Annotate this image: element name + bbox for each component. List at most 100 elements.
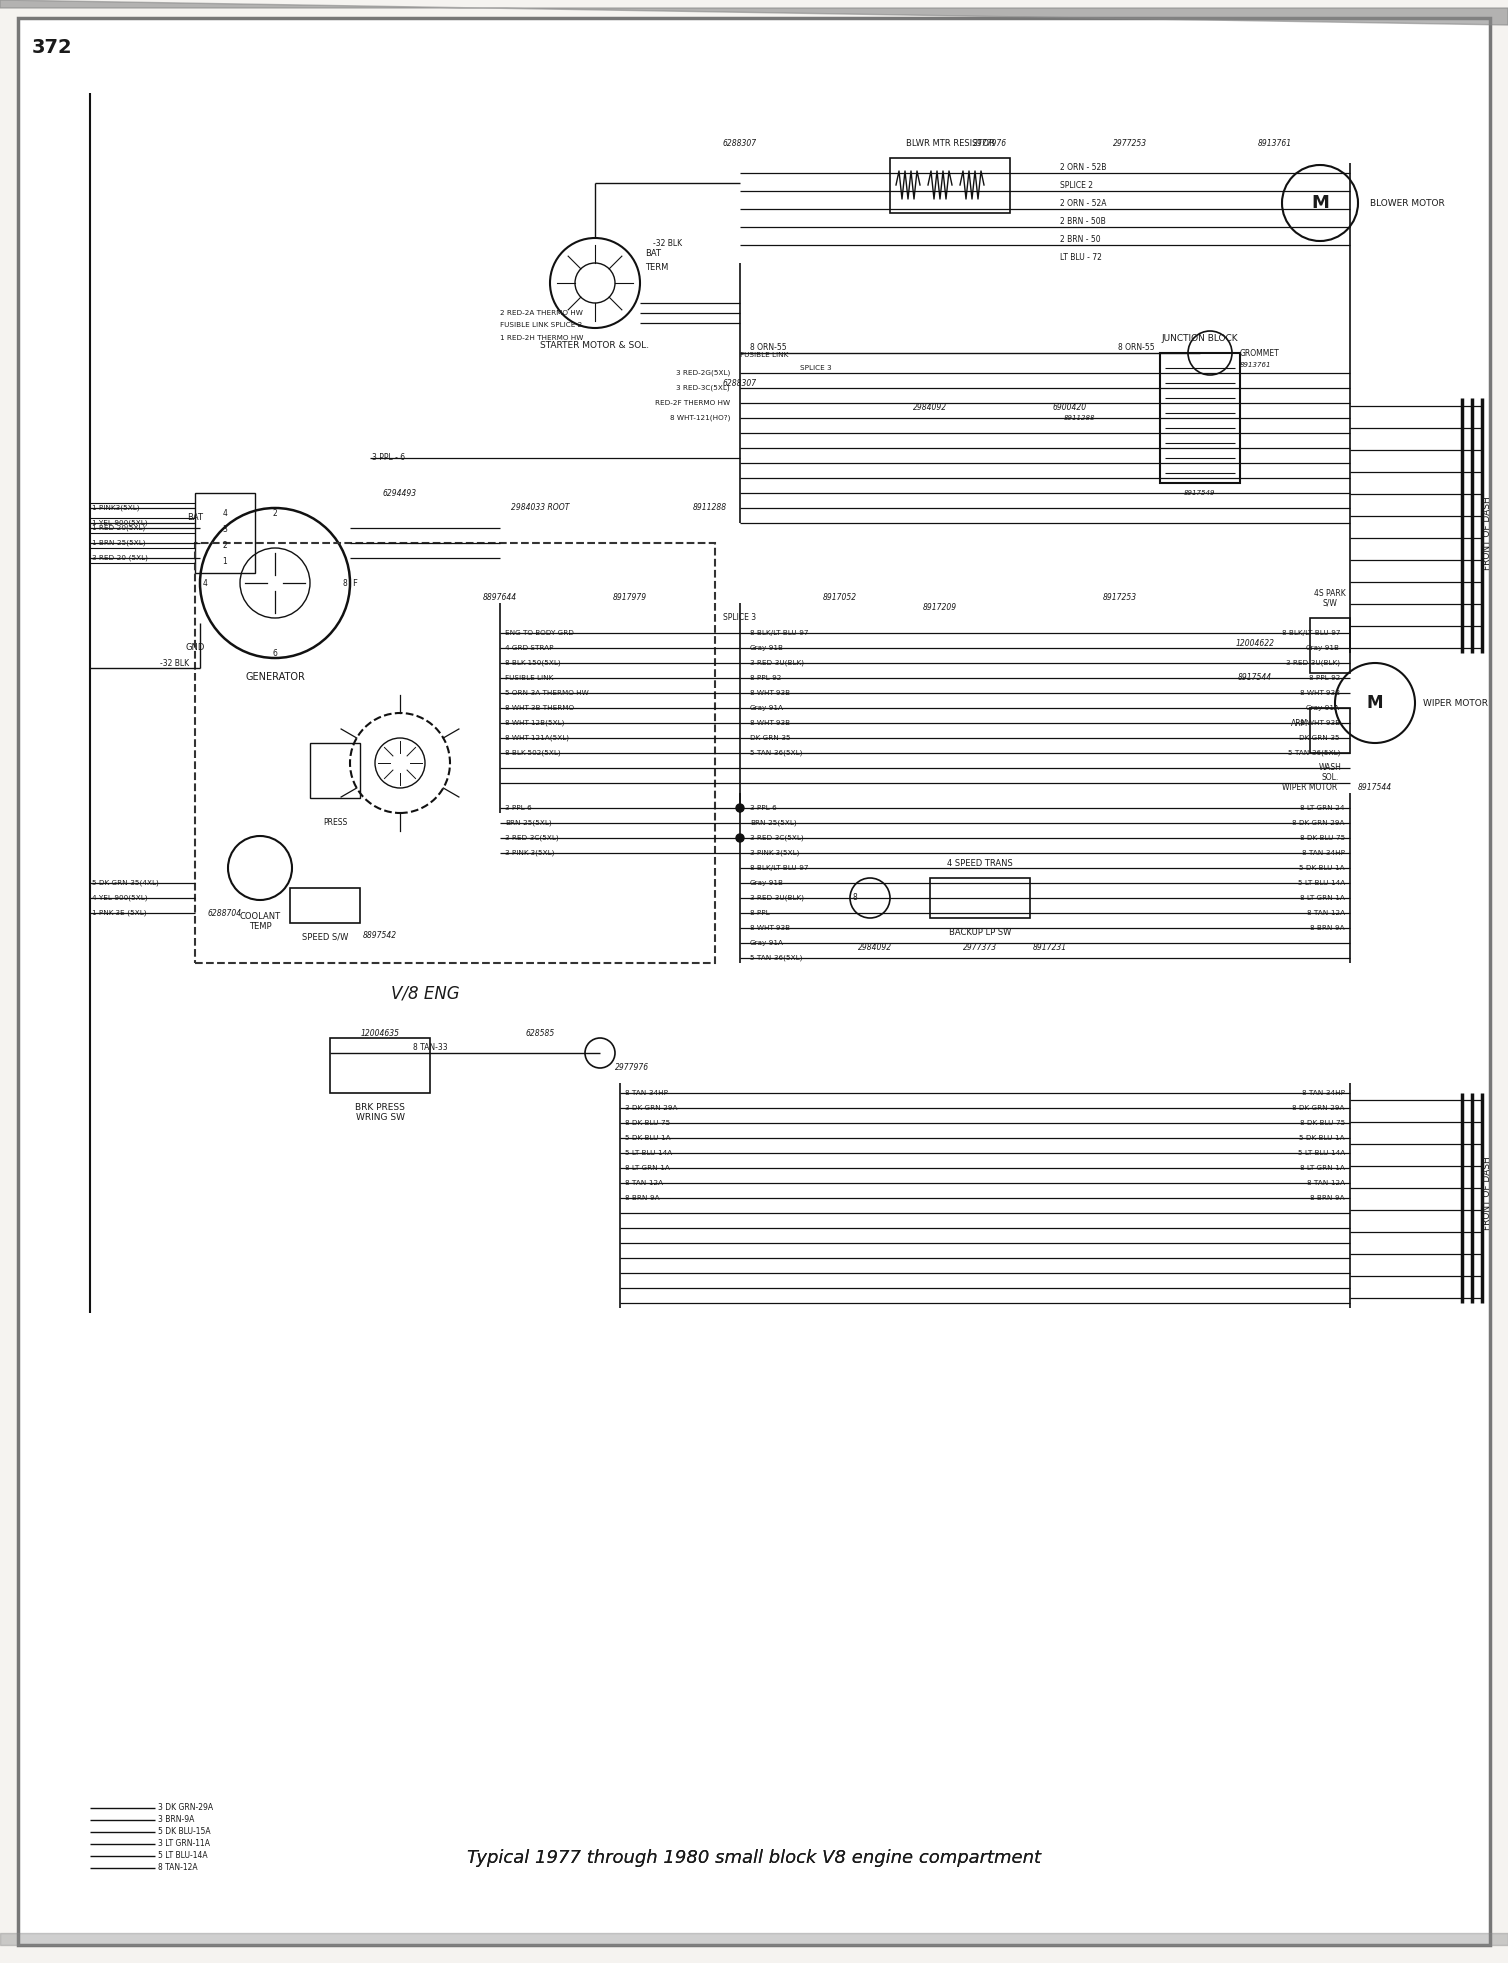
Text: 8 BLK-150(5XL): 8 BLK-150(5XL) <box>505 660 561 665</box>
Text: 3: 3 <box>223 524 228 534</box>
Text: 8 WHT-3B THERMO: 8 WHT-3B THERMO <box>505 705 575 711</box>
Text: BACKUP LP SW: BACKUP LP SW <box>949 928 1012 936</box>
Text: 8 DK GRN-29A: 8 DK GRN-29A <box>1292 1105 1345 1111</box>
Text: 6294493: 6294493 <box>383 489 418 497</box>
Text: 8911288: 8911288 <box>1065 414 1096 420</box>
Text: 8 BLK/LT BLU-97: 8 BLK/LT BLU-97 <box>749 630 808 636</box>
Text: 8 ORN-55: 8 ORN-55 <box>1119 344 1155 353</box>
Text: 2 RED-2A THERMO HW: 2 RED-2A THERMO HW <box>501 310 584 316</box>
Text: 8 TAN-12A: 8 TAN-12A <box>624 1180 664 1186</box>
Text: 5 DK GRN-35(4XL): 5 DK GRN-35(4XL) <box>92 879 158 885</box>
Text: SPLICE 3: SPLICE 3 <box>801 365 831 371</box>
Text: 8917979: 8917979 <box>612 593 647 603</box>
Text: 3 BRN-9A: 3 BRN-9A <box>158 1816 195 1824</box>
Text: 5 LT BLU-14A: 5 LT BLU-14A <box>1298 1150 1345 1156</box>
Text: 2977976: 2977976 <box>973 139 1007 147</box>
Circle shape <box>736 805 743 813</box>
Text: 8 BRN-9A: 8 BRN-9A <box>1310 925 1345 930</box>
Text: 8 WHT-93B: 8 WHT-93B <box>1300 720 1341 726</box>
Text: 3 DK GRN-29A: 3 DK GRN-29A <box>624 1105 677 1111</box>
Text: 372: 372 <box>32 37 72 57</box>
Text: 5 LT BLU-14A: 5 LT BLU-14A <box>158 1851 208 1861</box>
Text: 8: 8 <box>852 893 858 903</box>
Text: 1 YEL-900(5XL): 1 YEL-900(5XL) <box>92 520 148 526</box>
Bar <box>1310 709 1350 754</box>
Text: M: M <box>1366 695 1383 713</box>
Text: 8 LT GRN-1A: 8 LT GRN-1A <box>1300 895 1345 901</box>
Text: 2977253: 2977253 <box>1113 139 1148 147</box>
Text: 2977976: 2977976 <box>615 1064 648 1072</box>
Text: 3 PINK-3(5XL): 3 PINK-3(5XL) <box>505 850 555 856</box>
Text: 6288704: 6288704 <box>208 909 243 917</box>
Text: WIPER MOTOR: WIPER MOTOR <box>1424 699 1488 707</box>
Text: M: M <box>1310 194 1329 212</box>
Text: WASH
SOL.: WASH SOL. <box>1318 764 1342 783</box>
Text: 1 BRN-25(5XL): 1 BRN-25(5XL) <box>92 540 145 546</box>
Text: 5 LT BLU-14A: 5 LT BLU-14A <box>624 1150 673 1156</box>
Text: 3 RED-3U(BLK): 3 RED-3U(BLK) <box>1286 660 1341 665</box>
Text: Gray-91B: Gray-91B <box>749 646 784 652</box>
Text: 3 LT GRN-11A: 3 LT GRN-11A <box>158 1839 210 1849</box>
Text: Gray-91A: Gray-91A <box>749 940 784 946</box>
Text: 8 LT GRN-1A: 8 LT GRN-1A <box>624 1164 670 1172</box>
Text: 2 ORN - 52A: 2 ORN - 52A <box>1060 200 1107 208</box>
Text: GROMMET: GROMMET <box>1240 349 1280 357</box>
Text: 8917209: 8917209 <box>923 603 958 612</box>
Text: 3 PPL-6: 3 PPL-6 <box>505 805 532 811</box>
Text: 3 PPL - 6: 3 PPL - 6 <box>372 453 406 463</box>
Text: Gray-91B: Gray-91B <box>1306 646 1341 652</box>
Text: 4: 4 <box>202 579 208 587</box>
Text: ARM: ARM <box>1291 718 1309 728</box>
Text: BRN-25(5XL): BRN-25(5XL) <box>505 821 552 826</box>
Text: 3 RED-3U(BLK): 3 RED-3U(BLK) <box>749 895 804 901</box>
Text: BAT: BAT <box>645 249 661 257</box>
Text: 6: 6 <box>273 648 277 658</box>
Text: WIPER MOTOR: WIPER MOTOR <box>1282 783 1338 793</box>
Text: RED-2F THERMO HW: RED-2F THERMO HW <box>654 400 730 406</box>
Text: 8 BRN-9A: 8 BRN-9A <box>1310 1195 1345 1201</box>
Text: 8 DK BLU-75: 8 DK BLU-75 <box>1300 1121 1345 1127</box>
Text: 4: 4 <box>223 508 228 518</box>
Text: DK GRN-35: DK GRN-35 <box>749 734 790 740</box>
Bar <box>890 157 1010 214</box>
Text: 5 DK BLU-1A: 5 DK BLU-1A <box>624 1135 671 1141</box>
Text: 8 BLK/LT BLU-97: 8 BLK/LT BLU-97 <box>1282 630 1341 636</box>
Text: FUSIBLE LINK: FUSIBLE LINK <box>505 675 553 681</box>
Text: 8897644: 8897644 <box>483 593 517 603</box>
Text: 3 DK GRN-29A: 3 DK GRN-29A <box>158 1804 213 1812</box>
Text: 8 WHT-93B: 8 WHT-93B <box>749 925 790 930</box>
Text: FRONT OF DASH: FRONT OF DASH <box>1482 1156 1491 1231</box>
Text: 6900420: 6900420 <box>1053 404 1087 412</box>
Text: 8 WHT-12B(5XL): 8 WHT-12B(5XL) <box>505 720 564 726</box>
Text: 2984033 ROOT: 2984033 ROOT <box>511 503 569 512</box>
Text: 5 LT BLU-14A: 5 LT BLU-14A <box>1298 879 1345 885</box>
Text: 5 ORN-3A THERMO HW: 5 ORN-3A THERMO HW <box>505 691 588 697</box>
Text: 2: 2 <box>223 540 228 550</box>
Text: 4 GRD STRAP: 4 GRD STRAP <box>505 646 553 652</box>
Text: 8911288: 8911288 <box>694 503 727 512</box>
Text: F: F <box>353 579 357 587</box>
Text: 8 ORN-55: 8 ORN-55 <box>749 344 787 353</box>
Text: PRESS: PRESS <box>323 819 347 826</box>
Text: 8897542: 8897542 <box>363 930 397 940</box>
Text: FUSIBLE LINK: FUSIBLE LINK <box>740 351 789 357</box>
Text: 8 TAN-12A: 8 TAN-12A <box>1307 1180 1345 1186</box>
Text: 5 TAN-36(5XL): 5 TAN-36(5XL) <box>749 750 802 756</box>
Text: 8917052: 8917052 <box>823 593 857 603</box>
Text: 4 SPEED TRANS: 4 SPEED TRANS <box>947 860 1013 868</box>
Text: FUSIBLE LINK SPLICE 2: FUSIBLE LINK SPLICE 2 <box>501 322 582 328</box>
Text: Gray-91A: Gray-91A <box>749 705 784 711</box>
Text: 628585: 628585 <box>525 1029 555 1038</box>
Text: 6288307: 6288307 <box>722 379 757 387</box>
Text: V/8 ENG: V/8 ENG <box>391 983 460 1001</box>
Text: 2977373: 2977373 <box>964 944 997 952</box>
Text: 8913761: 8913761 <box>1240 361 1271 367</box>
Text: 8 WHT-121(HO?): 8 WHT-121(HO?) <box>670 414 730 422</box>
Text: 5 TAN-36(5XL): 5 TAN-36(5XL) <box>749 954 802 962</box>
Bar <box>195 493 255 573</box>
Text: 12004622: 12004622 <box>1235 638 1274 648</box>
Text: -32 BLK: -32 BLK <box>653 238 683 247</box>
Text: STARTER MOTOR & SOL.: STARTER MOTOR & SOL. <box>540 342 650 349</box>
Bar <box>1160 353 1240 483</box>
Text: -32 BLK: -32 BLK <box>160 658 190 667</box>
